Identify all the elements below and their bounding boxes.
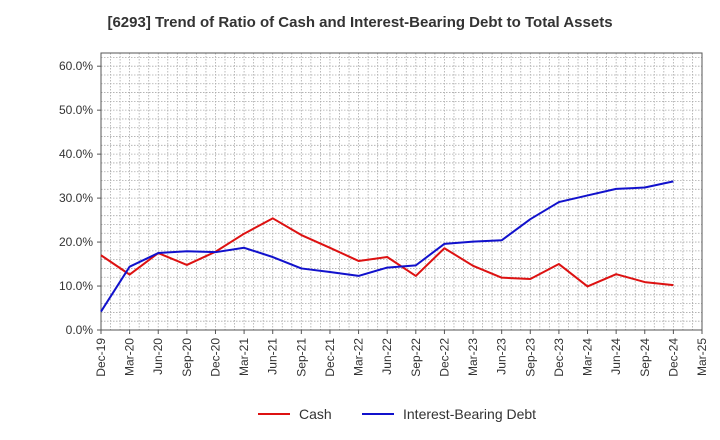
- x-tick-label: Mar-25: [695, 338, 709, 376]
- y-tick-label: 40.0%: [59, 147, 93, 161]
- y-tick-label: 50.0%: [59, 103, 93, 117]
- x-tick-label: Dec-23: [552, 338, 566, 377]
- x-tick-label: Dec-20: [208, 338, 222, 377]
- plot-frame: [100, 52, 703, 331]
- x-tick-label: Jun-22: [380, 338, 394, 375]
- x-tick-label: Sep-23: [523, 338, 537, 377]
- y-tick-label: 20.0%: [59, 235, 93, 249]
- x-tick-label: Dec-21: [323, 338, 337, 377]
- x-tick-label: Sep-20: [180, 338, 194, 377]
- x-tick-label: Mar-24: [581, 338, 595, 376]
- series-line-cash: [100, 217, 674, 288]
- x-tick-label: Mar-22: [352, 338, 366, 376]
- legend-label: Interest-Bearing Debt: [403, 406, 536, 422]
- x-tick-label: Jun-24: [609, 338, 623, 375]
- y-tick-label: 30.0%: [59, 191, 93, 205]
- x-tick-label: Jun-21: [266, 338, 280, 375]
- x-tick-label: Mar-23: [466, 338, 480, 376]
- x-tick-label: Sep-22: [409, 338, 423, 377]
- chart-title: [6293] Trend of Ratio of Cash and Intere…: [107, 14, 613, 31]
- y-tick-label: 60.0%: [59, 59, 93, 73]
- y-tick-label: 0.0%: [66, 323, 94, 337]
- x-tick-label: Jun-20: [151, 338, 165, 375]
- y-tick-label: 10.0%: [59, 279, 93, 293]
- x-tick-label: Sep-24: [638, 338, 652, 377]
- plot-area: [101, 53, 702, 330]
- x-tick-label: Dec-19: [94, 338, 108, 377]
- x-tick-label: Dec-22: [437, 338, 451, 377]
- series-line-interest-bearing-debt: [100, 180, 674, 313]
- x-tick-label: Mar-21: [237, 338, 251, 376]
- x-tick-label: Mar-20: [123, 338, 137, 376]
- x-tick-label: Jun-23: [495, 338, 509, 375]
- x-tick-label: Sep-21: [294, 338, 308, 377]
- legend-label: Cash: [299, 406, 332, 422]
- x-tick-label: Dec-24: [666, 338, 680, 377]
